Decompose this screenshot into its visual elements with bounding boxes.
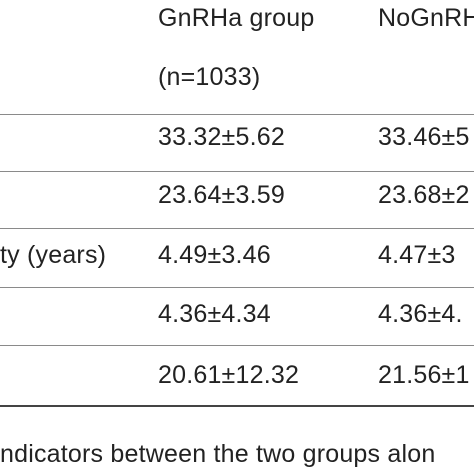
row-label: ty (years)	[0, 241, 107, 269]
cell-nognrh: 4.36±4.	[378, 300, 463, 328]
cell-gnrha: 4.49±3.46	[158, 241, 271, 269]
cell-nognrh: 33.46±5	[378, 123, 470, 151]
cell-nognrh: 21.56±1	[378, 361, 470, 389]
header-divider	[0, 114, 474, 115]
cell-gnrha: 33.32±5.62	[158, 123, 285, 151]
table-caption: ndicators between the two groups alon	[0, 440, 436, 468]
table-bottom-rule	[0, 405, 474, 407]
header-nognrh-group: NoGnRH	[378, 4, 474, 32]
header-gnrha-n: (n=1033)	[158, 63, 261, 91]
cell-gnrha: 23.64±3.59	[158, 181, 285, 209]
header-gnrha-group: GnRHa group	[158, 4, 315, 32]
cell-gnrha: 20.61±12.32	[158, 361, 300, 389]
row-divider	[0, 345, 474, 346]
cell-nognrh: 23.68±2	[378, 181, 470, 209]
cell-nognrh: 4.47±3	[378, 241, 456, 269]
cell-gnrha: 4.36±4.34	[158, 300, 271, 328]
row-divider	[0, 171, 474, 172]
row-divider	[0, 228, 474, 229]
row-divider	[0, 287, 474, 288]
